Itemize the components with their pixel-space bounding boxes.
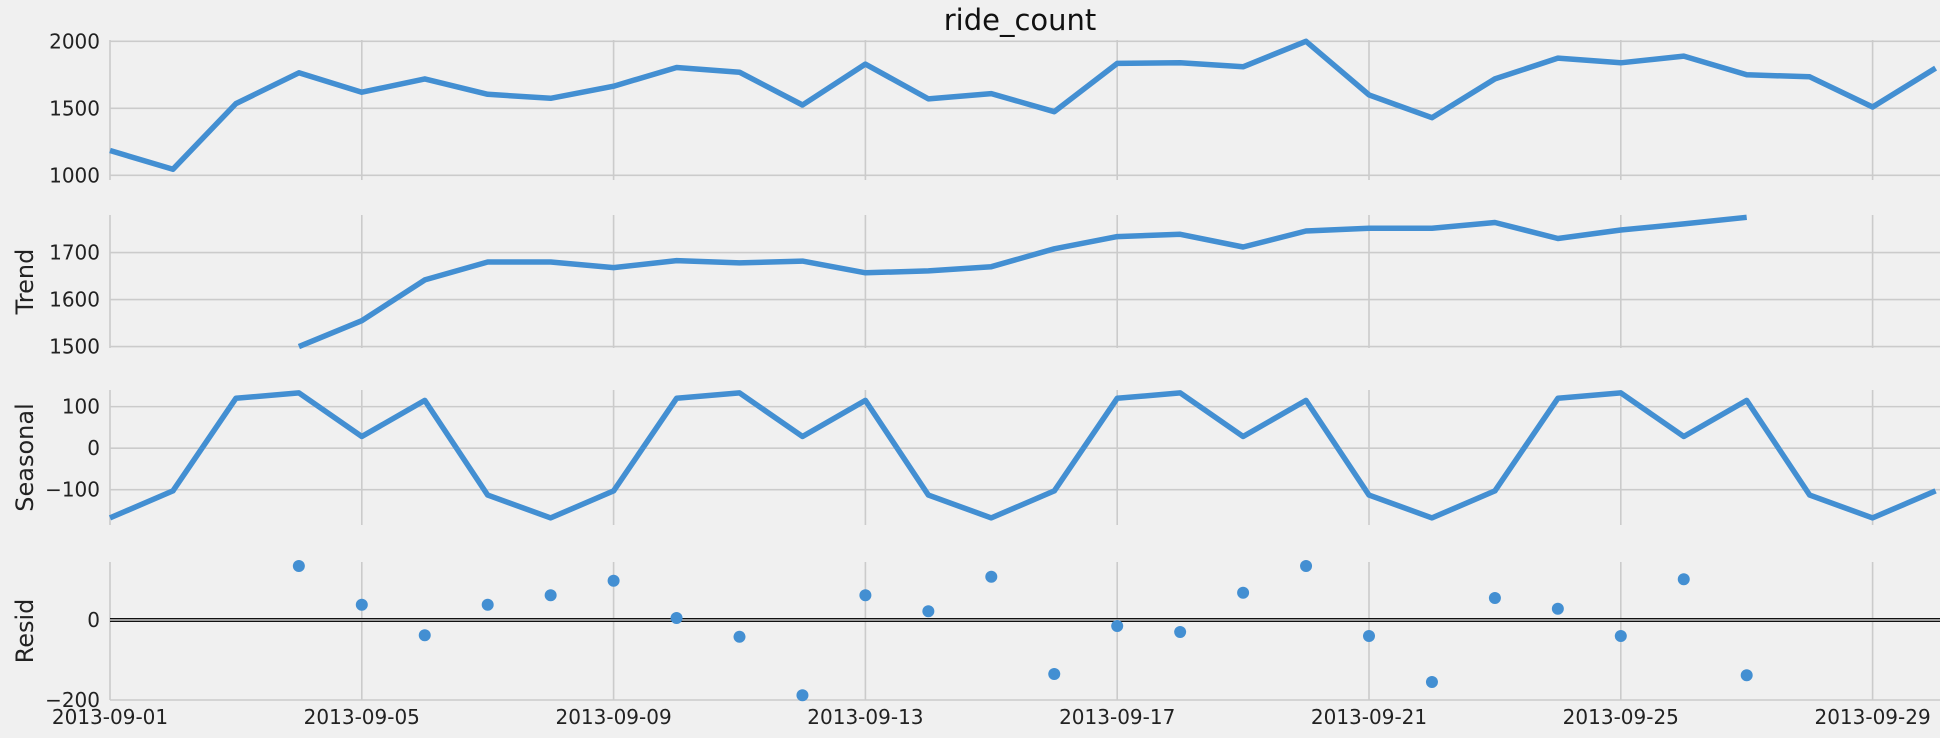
resid-point <box>1551 602 1564 615</box>
resid-point <box>292 560 305 572</box>
x-tick-label: 2013-09-17 <box>1059 705 1175 729</box>
y-tick-label: 0 <box>87 436 100 460</box>
resid-point <box>1677 573 1690 586</box>
series-line <box>108 390 1937 521</box>
resid-point <box>1363 630 1375 642</box>
resid-point <box>418 629 431 642</box>
resid-point <box>1740 669 1753 682</box>
x-tick-label: 2013-09-21 <box>1311 705 1427 729</box>
resid-point <box>733 630 746 643</box>
chart-title: ride_count <box>944 3 1097 37</box>
y-tick-label: −100 <box>45 478 100 502</box>
y-tick-label: 1500 <box>49 96 100 120</box>
panel-trend: 1500 1600 1700 Trend <box>11 214 1940 359</box>
y-axis-label: Trend <box>11 249 39 316</box>
y-tick-label: 1600 <box>49 288 100 312</box>
resid-point <box>355 598 368 611</box>
y-tick-label: 0 <box>87 608 100 632</box>
resid-point <box>985 570 998 583</box>
y-tick-label: 1500 <box>49 335 100 359</box>
panel-seasonal: −100 0 100 Seasonal <box>11 390 1940 525</box>
resid-point <box>670 612 683 624</box>
series-line <box>297 214 1747 350</box>
resid-point <box>544 589 557 602</box>
y-axis-label: Resid <box>11 599 39 664</box>
x-tick-label: 2013-09-29 <box>1814 705 1930 729</box>
panel-observed: 1000 1500 2000 <box>49 29 1940 187</box>
resid-point <box>1111 620 1124 632</box>
resid-point <box>1425 676 1438 688</box>
x-tick-label: 2013-09-25 <box>1563 705 1679 729</box>
panel-resid: −200 0 Resid <box>11 560 1940 712</box>
y-tick-label: 1000 <box>49 163 100 187</box>
panels: 1000 1500 2000 1500 1600 1700 Trend −100 0 100 Sea… <box>11 29 1940 712</box>
resid-point <box>607 574 620 587</box>
x-axis: 2013-09-01 2013-09-05 2013-09-09 2013-09-13… <box>52 705 1931 729</box>
series-line <box>109 38 1938 173</box>
y-tick-label: 1700 <box>49 241 100 265</box>
resid-point <box>1614 630 1627 642</box>
resid-point <box>1488 592 1501 604</box>
x-tick-label: 2013-09-09 <box>555 705 671 729</box>
resid-point <box>1174 626 1187 638</box>
resid-point <box>859 589 872 602</box>
y-tick-label: 100 <box>62 395 100 419</box>
y-tick-label: −200 <box>45 688 100 712</box>
x-tick-label: 2013-09-13 <box>807 705 923 729</box>
y-axis-label: Seasonal <box>11 403 39 511</box>
resid-point <box>922 605 935 618</box>
y-tick-label: 2000 <box>49 29 100 53</box>
resid-point <box>796 689 809 702</box>
x-tick-label: 2013-09-05 <box>304 705 420 729</box>
x-tick-label: 2013-09-01 <box>52 705 168 729</box>
resid-point <box>1048 668 1061 680</box>
resid-point <box>1237 586 1250 599</box>
resid-point <box>1300 560 1313 572</box>
resid-point <box>481 598 494 611</box>
